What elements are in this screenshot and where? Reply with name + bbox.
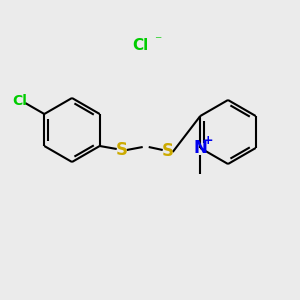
Text: +: + [203,134,214,146]
Text: Cl: Cl [132,38,148,52]
Text: S: S [116,141,128,159]
Text: Cl: Cl [12,94,27,108]
Text: N: N [193,139,207,157]
Text: S: S [162,142,174,160]
Text: ⁻: ⁻ [154,34,162,48]
